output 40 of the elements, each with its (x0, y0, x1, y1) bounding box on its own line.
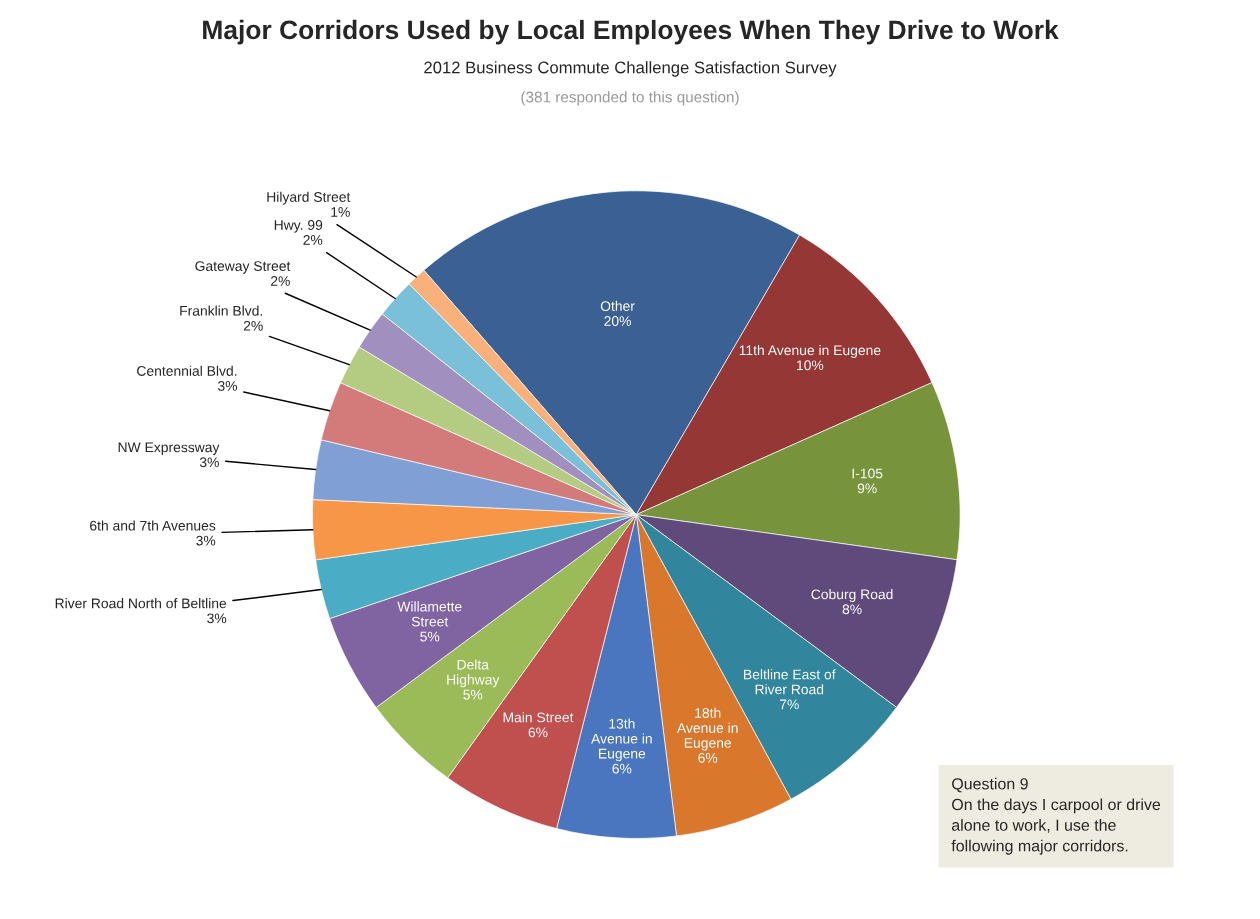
slice-label: Main Street (503, 712, 574, 723)
chart-title: Major Corridors Used by Local Employees When They Drive to Work (203, 19, 1059, 45)
slice-label: 11th Avenue in Eugene (739, 345, 881, 358)
data-label: 3% (207, 613, 227, 624)
slice-label: 6th and 7th Avenues (90, 520, 216, 531)
slice-label: Other (600, 300, 635, 311)
slice-label: 13th Avenue in Eugene (591, 718, 652, 762)
slice-label: NW Expressway (118, 442, 220, 455)
data-label: 6% (528, 727, 548, 738)
data-label: 10% (797, 360, 824, 371)
slice-label: Willamette Street (397, 601, 462, 627)
slice-label: River Road North of Beltline (55, 598, 227, 609)
data-label: 3% (196, 535, 216, 546)
text: (381 responded to this question) (521, 91, 739, 106)
chart-subtitle: 2012 Business Commute Challenge Satisfaction Survey (424, 61, 837, 77)
data-label: 9% (857, 483, 877, 494)
slice-label: Coburg Road (811, 589, 893, 602)
slice-label: Centennial Blvd. (137, 365, 237, 376)
data-label: 5% (420, 631, 440, 642)
data-label: 2% (270, 276, 290, 286)
slice-label: Hilyard Street (267, 191, 351, 205)
data-label: 2% (303, 235, 323, 245)
slice-label: Delta Highway (447, 659, 500, 688)
slice-label: Hwy. 99 (274, 220, 323, 233)
data-label: 2% (243, 320, 263, 331)
data-label: 1% (331, 207, 350, 217)
slice-label: 18th Avenue in Eugene (676, 707, 738, 751)
text: Question 9 On the days I carpool or drive alone to work, I use the following major corridors. (951, 777, 1161, 855)
data-label: 3% (199, 457, 219, 468)
data-label: 5% (463, 689, 483, 700)
data-label: 6% (612, 763, 632, 774)
slice-label: Beltline East of River Road (744, 669, 836, 695)
data-label: 6% (698, 752, 718, 763)
slice-label: I-105 (852, 468, 883, 479)
slice-label: Franklin Blvd. (180, 305, 262, 316)
data-label: 20% (604, 316, 631, 326)
data-label: 3% (218, 381, 238, 391)
slice-label: Gateway Street (195, 261, 291, 274)
data-label: 8% (842, 604, 862, 615)
data-label: 7% (779, 699, 799, 710)
